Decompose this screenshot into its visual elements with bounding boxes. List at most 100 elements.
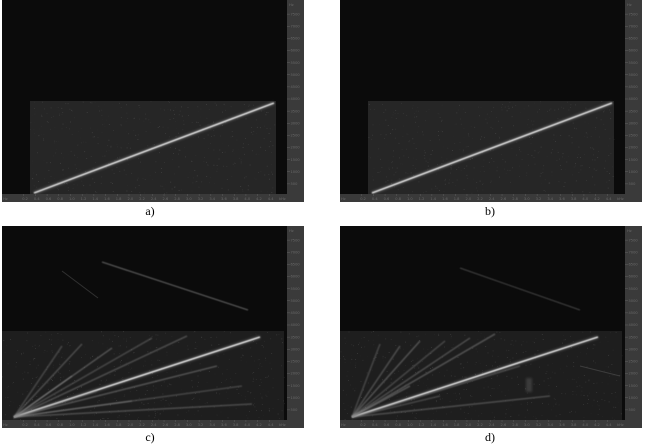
y-unit-label: Hz [289,3,294,7]
x-tick-label: 0.6 [46,423,52,427]
x-axis-strip [2,194,287,202]
x-tick-label: 3.4 [547,423,553,427]
y-tick-label: 4000 [291,323,301,327]
y-tick-label: 7000 [291,250,301,254]
sweep-line [33,102,275,194]
y-tick-label: 500 [629,182,637,186]
y-tick-label: 6500 [291,263,301,267]
y-axis-strip [287,0,304,202]
caption-d: d) [485,430,495,444]
y-axis-strip [625,0,642,202]
x-tick-label: 3.2 [198,197,204,201]
spectrogram-panel-c: Hz 7500 7000 6500 6000 5500 5000 4500 4000 3500 30… [2,226,304,428]
x-tick-label: 3.8 [233,423,239,427]
y-tick-label: 6500 [291,37,301,41]
y-tick-label: 1500 [629,384,639,388]
y-tick-label: 1000 [629,396,639,400]
y-tick-label: 4000 [629,323,639,327]
x-tick-label: 3.4 [209,197,215,201]
y-tick-label: 7500 [629,12,639,16]
x-tick-label: 0.2 [22,197,28,201]
x-start-label: Hz [3,423,8,427]
x-tick-label: 2.6 [163,423,169,427]
x-tick-label: 1.6 [104,423,110,427]
x-end-label: kHz [279,197,286,201]
x-tick-label: 0.6 [384,423,390,427]
y-tick-label: 4000 [291,97,301,101]
x-end-label: kHz [617,197,624,201]
y-tick-label: 1500 [291,158,301,162]
x-tick-label: 1.8 [116,197,122,201]
y-unit-label: Hz [627,229,632,233]
x-tick-label: 1.4 [430,423,436,427]
x-tick-label: 1.0 [69,197,75,201]
y-tick-label: 2000 [291,146,301,150]
y-tick-label: 7000 [629,24,639,28]
y-tick-label: 7500 [291,238,301,242]
x-axis-strip [340,420,625,428]
y-tick-label: 500 [291,182,299,186]
y-tick-label: 5000 [291,299,301,303]
x-tick-label: 1.6 [442,423,448,427]
x-tick-label: 2.6 [501,423,507,427]
x-tick-label: 2.2 [139,423,145,427]
x-tick-label: 2.2 [139,197,145,201]
y-tick-label: 6000 [291,275,301,279]
x-tick-label: 3.8 [571,423,577,427]
y-tick-label: 6000 [629,275,639,279]
artifact-blob [526,378,532,392]
x-tick-label: 1.0 [407,197,413,201]
x-tick-label: 3.6 [559,423,565,427]
alias-line-small [61,270,99,299]
x-tick-label: 1.4 [92,423,98,427]
spectrogram-panel-b: Hz 7500 7000 6500 6000 5500 5000 4500 4000 3500 30… [340,0,642,202]
x-tick-label: 2.8 [512,423,518,427]
harmonic-fan [13,335,253,418]
y-tick-label: 500 [291,408,299,412]
x-tick-label: 1.2 [81,423,87,427]
y-tick-label: 500 [629,408,637,412]
y-tick-label: 1500 [629,158,639,162]
x-tick-label: 2.2 [477,423,483,427]
x-tick-label: 4.2 [256,197,262,201]
y-tick-label: 2500 [629,134,639,138]
x-tick-label: 0.2 [360,197,366,201]
caption-a: a) [145,204,155,218]
x-tick-label: 2.4 [489,423,495,427]
x-tick-label: 4.4 [268,423,274,427]
alias-line [459,267,581,311]
x-tick-label: 4.4 [606,423,612,427]
y-tick-label: 7500 [291,12,301,16]
y-tick-label: 5000 [291,73,301,77]
x-tick-label: 0.4 [34,197,40,201]
alias-line-small [579,365,621,377]
x-tick-label: 3.0 [524,423,530,427]
x-tick-label: 0.4 [34,423,40,427]
x-tick-label: 3.8 [233,197,239,201]
x-tick-label: 3.6 [559,197,565,201]
x-tick-label: 1.4 [92,197,98,201]
y-tick-label: 2500 [629,360,639,364]
x-tick-label: 2.4 [489,197,495,201]
x-tick-label: 1.2 [419,423,425,427]
caption-b: b) [485,204,495,218]
x-tick-label: 2.0 [127,423,133,427]
y-tick-label: 2500 [291,134,301,138]
x-tick-label: 0.2 [22,423,28,427]
y-unit-label: Hz [289,229,294,233]
x-tick-label: 4.2 [594,197,600,201]
y-tick-label: 3500 [629,109,639,113]
y-tick-label: 6500 [629,37,639,41]
x-tick-label: 2.2 [477,197,483,201]
y-tick-label: 1500 [291,384,301,388]
y-tick-label: 3000 [291,347,301,351]
x-tick-label: 4.0 [582,197,588,201]
y-tick-label: 4500 [291,85,301,89]
x-tick-label: 0.8 [395,197,401,201]
y-tick-label: 4500 [629,85,639,89]
x-tick-label: 4.0 [582,423,588,427]
harmonic-fan [351,333,551,418]
x-tick-label: 1.2 [81,197,87,201]
y-tick-label: 5500 [291,61,301,65]
x-tick-label: 2.0 [465,423,471,427]
